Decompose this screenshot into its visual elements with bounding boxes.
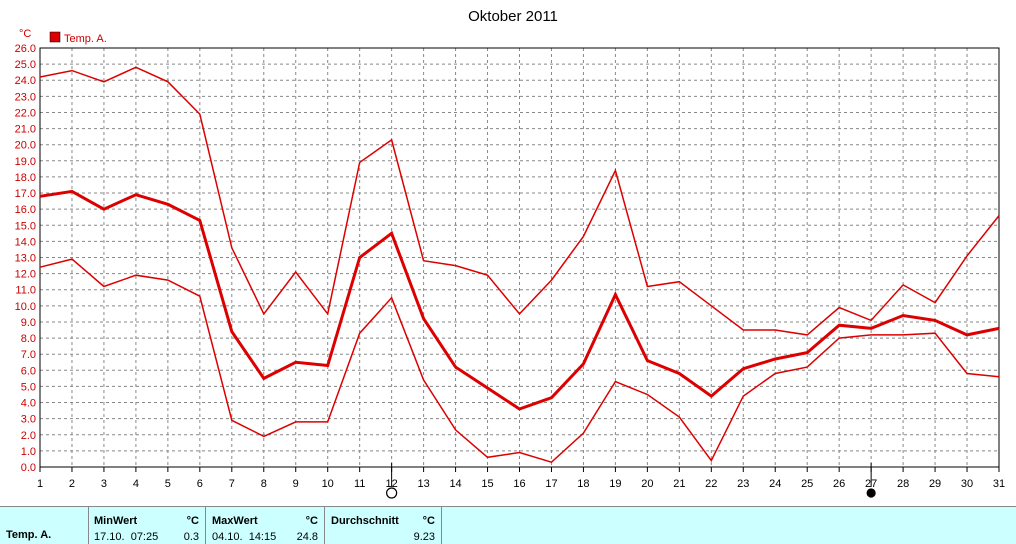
y-tick-label: 22.0 <box>15 107 36 119</box>
y-tick-label: 16.0 <box>15 204 36 216</box>
new-moon-icon <box>386 487 398 499</box>
y-tick-label: 9.0 <box>21 317 36 329</box>
y-tick-label: 1.0 <box>21 446 36 458</box>
y-tick-label: 4.0 <box>21 398 36 410</box>
stats-max-cell: MaxWert °C 04.10. 14:15 24.8 <box>206 507 325 544</box>
x-tick-label: 1 <box>37 478 43 490</box>
max-label: MaxWert <box>212 515 258 527</box>
chart-title: Oktober 2011 <box>468 8 558 25</box>
stats-row-label: Temp. A. <box>6 529 52 541</box>
min-when: 17.10. 07:25 <box>94 531 159 543</box>
x-tick-label: 20 <box>641 478 653 490</box>
stats-panel: Temp. A. MinWert °C 17.10. 07:25 0.3 Max… <box>0 506 1016 544</box>
x-tick-label: 8 <box>261 478 267 490</box>
y-tick-label: 7.0 <box>21 349 36 361</box>
y-tick-label: 15.0 <box>15 220 36 232</box>
x-tick-label: 7 <box>229 478 235 490</box>
y-tick-label: 25.0 <box>15 59 36 71</box>
x-tick-label: 23 <box>737 478 749 490</box>
y-tick-label: 8.0 <box>21 333 36 345</box>
y-tick-label: 11.0 <box>15 285 36 297</box>
x-tick-label: 22 <box>705 478 717 490</box>
y-tick-label: 2.0 <box>21 430 36 442</box>
moon-markers <box>386 463 876 499</box>
stats-avg-cell: Durchschnitt °C 9.23 <box>325 507 442 544</box>
x-tick-label: 21 <box>673 478 685 490</box>
y-tick-label: 19.0 <box>15 156 36 168</box>
y-axis-ticks: 0.0 1.0 2.0 3.0 4.0 5.0 6.0 7.0 8.0 9.0 10.0 11.0 12… <box>15 43 36 474</box>
y-tick-label: 17.0 <box>15 188 36 200</box>
x-tick-label: 4 <box>133 478 139 490</box>
x-tick-label: 17 <box>545 478 557 490</box>
x-tick-label: 19 <box>609 478 621 490</box>
x-tick-label: 15 <box>481 478 493 490</box>
stats-row-label-cell: Temp. A. <box>0 507 89 544</box>
stats-min-cell: MinWert °C 17.10. 07:25 0.3 <box>89 507 206 544</box>
x-tick-label: 18 <box>577 478 589 490</box>
x-tick-label: 9 <box>293 478 299 490</box>
x-tick-label: 31 <box>993 478 1005 490</box>
legend-swatch <box>49 31 61 43</box>
x-tick-label: 3 <box>101 478 107 490</box>
y-tick-label: 0.0 <box>21 462 36 474</box>
x-tick-label: 13 <box>417 478 429 490</box>
x-tick-label: 25 <box>801 478 813 490</box>
y-tick-label: 5.0 <box>21 381 36 393</box>
temperature-chart: Oktober 2011 °C Temp. A. 0.0 1.0 2.0 3.0 4.0… <box>15 8 1005 499</box>
x-tick-label: 6 <box>197 478 203 490</box>
min-label: MinWert <box>94 515 138 527</box>
y-tick-label: 23.0 <box>15 91 36 103</box>
y-tick-label: 20.0 <box>15 140 36 152</box>
x-tick-label: 2 <box>69 478 75 490</box>
legend-label: Temp. A. <box>64 33 107 45</box>
x-tick-label: 26 <box>833 478 845 490</box>
min-value: 0.3 <box>183 531 199 543</box>
x-tick-label: 24 <box>769 478 781 490</box>
x-axis-ticks: 1 2 3 4 5 6 7 8 9 10 11 12 13 14 15 16 17 18 19 20 21 22 23 24 2… <box>37 467 1005 490</box>
full-moon-icon <box>866 488 876 498</box>
series-line-min <box>39 258 1000 464</box>
grid <box>39 47 1000 468</box>
y-tick-label: 6.0 <box>21 365 36 377</box>
max-unit: °C <box>305 515 318 527</box>
y-tick-label: 21.0 <box>15 124 36 136</box>
y-tick-label: 24.0 <box>15 75 36 87</box>
x-tick-label: 30 <box>961 478 973 490</box>
y-tick-label: 26.0 <box>15 43 36 55</box>
avg-value: 9.23 <box>413 531 435 543</box>
x-tick-label: 28 <box>897 478 909 490</box>
max-when: 04.10. 14:15 <box>212 531 277 543</box>
series-line-max <box>39 66 1000 336</box>
min-unit: °C <box>186 515 199 527</box>
y-tick-label: 13.0 <box>15 253 36 265</box>
x-tick-label: 16 <box>513 478 525 490</box>
x-tick-label: 5 <box>165 478 171 490</box>
series-lines <box>39 66 1000 464</box>
x-tick-label: 14 <box>449 478 461 490</box>
x-tick-label: 11 <box>354 478 365 490</box>
y-tick-label: 3.0 <box>21 414 36 426</box>
x-tick-label: 29 <box>929 478 941 490</box>
y-tick-label: 14.0 <box>15 236 36 248</box>
avg-unit: °C <box>422 515 435 527</box>
y-tick-label: 12.0 <box>15 269 36 281</box>
y-tick-label: 10.0 <box>15 301 36 313</box>
avg-label: Durchschnitt <box>331 515 399 527</box>
y-tick-label: 18.0 <box>15 172 36 184</box>
series-line-mean <box>39 189 1000 411</box>
max-value: 24.8 <box>296 531 318 543</box>
y-axis-unit: °C <box>19 28 31 40</box>
x-tick-label: 10 <box>322 478 334 490</box>
